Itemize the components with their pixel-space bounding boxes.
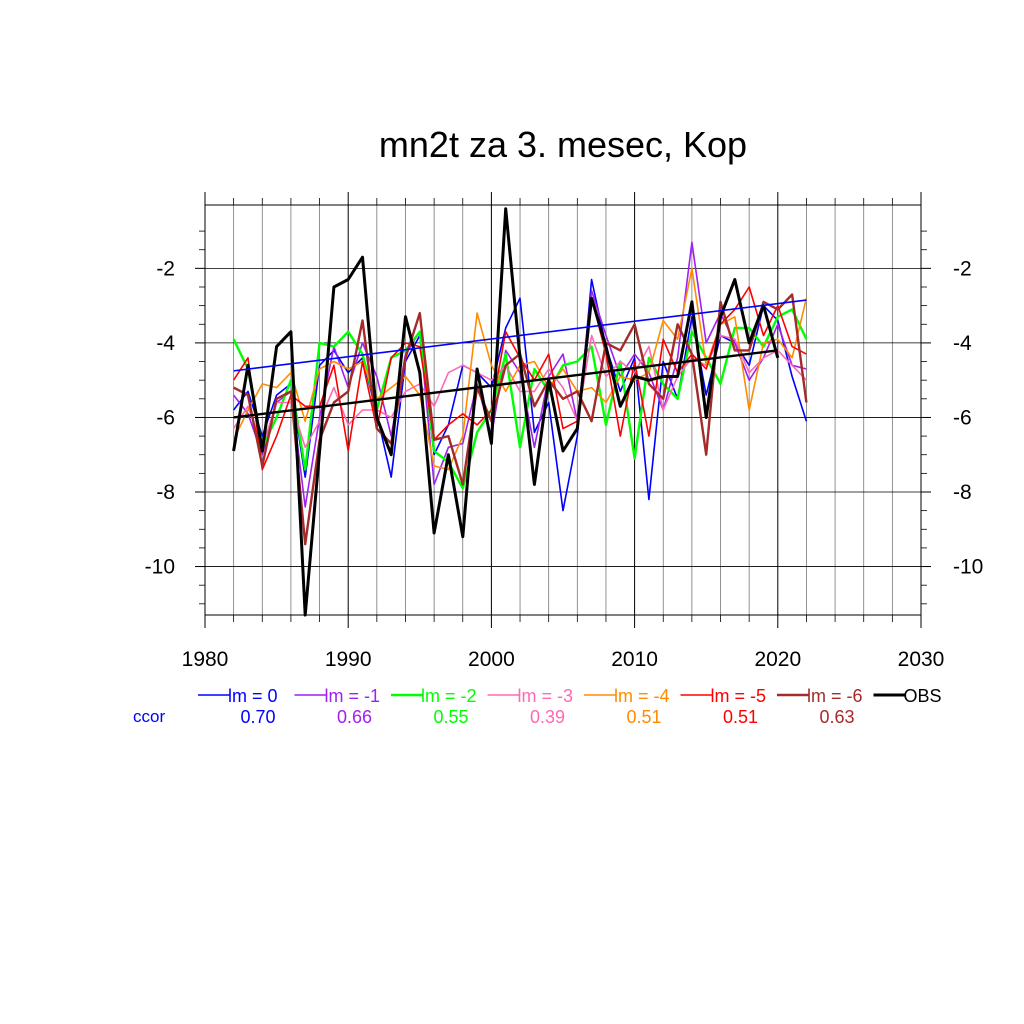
series-line-obs bbox=[232, 207, 780, 617]
x-tick-label: 2030 bbox=[898, 648, 945, 671]
ccor-value: 0.70 bbox=[240, 707, 275, 727]
x-tick-label: 1980 bbox=[182, 648, 229, 671]
ccor-value: 0.39 bbox=[530, 707, 565, 727]
ccor-value: 0.55 bbox=[433, 707, 468, 727]
y-tick-label-right: -6 bbox=[953, 406, 972, 429]
legend-label: lm = -3 bbox=[518, 686, 574, 706]
y-tick-label-left: -2 bbox=[156, 257, 175, 280]
x-tick-label: 2020 bbox=[754, 648, 801, 671]
legend-label: lm = -5 bbox=[711, 686, 767, 706]
y-tick-label-left: -10 bbox=[145, 556, 175, 579]
x-tick-label: 1990 bbox=[325, 648, 372, 671]
trend-obs bbox=[233, 349, 778, 419]
chart-title: mn2t za 3. mesec, Kop bbox=[379, 124, 747, 165]
series-layer bbox=[232, 207, 808, 617]
y-tick-label-left: -6 bbox=[156, 406, 175, 429]
y-tick-label-right: -2 bbox=[953, 257, 972, 280]
legend-label: lm = 0 bbox=[228, 686, 278, 706]
ccor-value: 0.51 bbox=[723, 707, 758, 727]
y-tick-label-right: -10 bbox=[953, 556, 983, 579]
legend: ccor lm = 00.70 lm = -10.66 lm = -20.55 lm … bbox=[133, 686, 942, 727]
legend-label: lm = -6 bbox=[807, 686, 863, 706]
x-tick-label: 2010 bbox=[611, 648, 658, 671]
y-tick-label-left: -4 bbox=[156, 332, 175, 355]
y-tick-label-left: -8 bbox=[156, 481, 175, 504]
legend-label: lm = -2 bbox=[421, 686, 477, 706]
ccor-value: 0.66 bbox=[337, 707, 372, 727]
axes: 1980 1990 2000 2010 2020 2030 -2 -2 -4 -4 -6 -6 -8 -8… bbox=[145, 192, 983, 671]
ccor-label: ccor bbox=[133, 707, 165, 726]
ccor-value: 0.51 bbox=[626, 707, 661, 727]
y-tick-label-right: -4 bbox=[953, 332, 972, 355]
plot-frame bbox=[204, 204, 922, 616]
legend-label: OBS bbox=[904, 686, 942, 706]
y-tick-label-right: -8 bbox=[953, 481, 972, 504]
ccor-value: 0.63 bbox=[819, 707, 854, 727]
series-line-lm-1 bbox=[232, 241, 807, 508]
trend-lm-0 bbox=[233, 299, 807, 372]
x-tick-label: 2000 bbox=[468, 648, 515, 671]
legend-label: lm = -4 bbox=[614, 686, 670, 706]
legend-label: lm = -1 bbox=[325, 686, 381, 706]
